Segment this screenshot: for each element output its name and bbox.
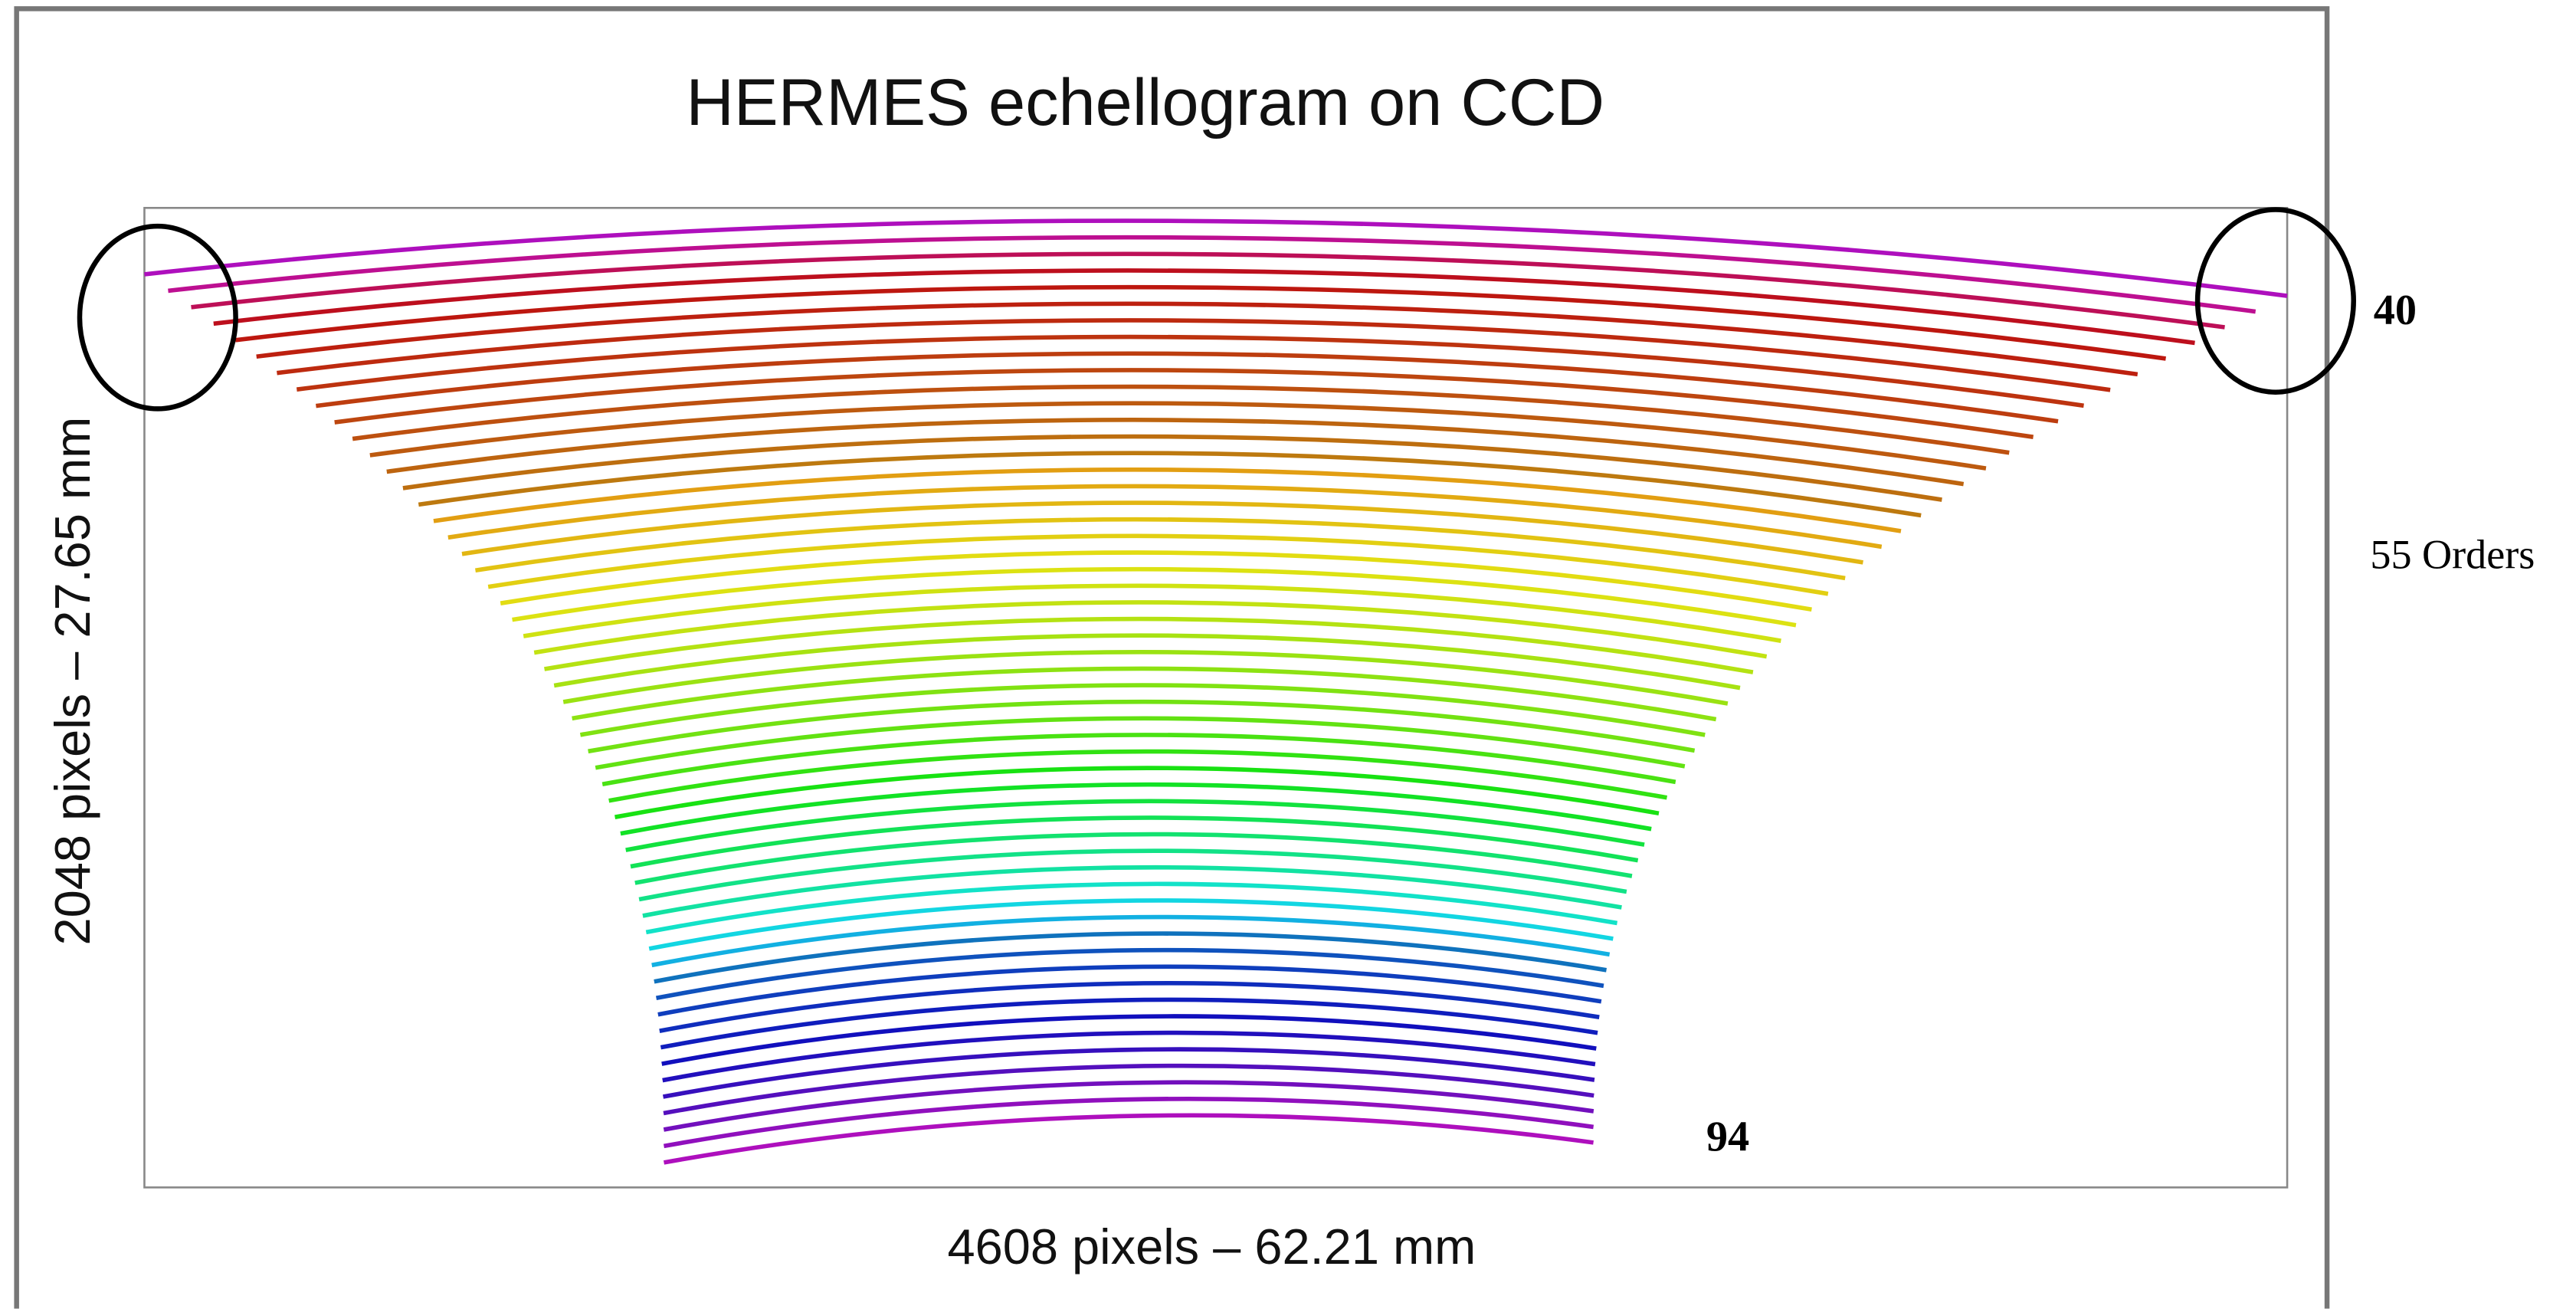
x-label: 4608 pixels – 62.21 mm [947,1219,1476,1275]
echelle-order [386,418,1965,487]
echelle-order [572,666,1717,722]
echelle-order [663,1096,1594,1149]
echelle-order [277,318,2111,392]
echelle-order [234,284,2166,361]
echelle-order [595,716,1686,770]
echelle-order [655,947,1604,1001]
outer-frame [14,6,2330,1309]
echelle-order [562,649,1729,706]
echelle-order [316,351,2059,424]
echelle-order [553,633,1741,691]
echelle-order [630,815,1639,869]
echelle-order [645,881,1618,935]
echelle-order [475,517,1846,581]
echelle-order [664,1113,1594,1165]
ccd-frame [143,206,2289,1189]
echelle-order [651,914,1611,968]
echelle-order [296,334,2084,408]
echelle-order [588,699,1696,754]
echelle-order [642,864,1622,918]
echelle-order [625,799,1645,852]
echelle-order [447,484,1883,550]
echelle-order [168,235,2256,314]
echelle-order [660,997,1598,1050]
title: HERMES echellogram on CCD [686,66,1604,139]
highlight-circle [2194,207,2356,395]
echelle-order [500,550,1812,612]
echelle-order [352,384,2010,455]
echelle-order [369,401,1987,471]
echelle-order [144,218,2288,298]
echelle-order [487,533,1829,596]
first-order-label: 40 [2374,287,2417,334]
order-count-label: 55 Orders [2370,531,2535,577]
echelle-order [256,301,2138,377]
echelle-order [334,368,2034,440]
echelle-order [659,981,1600,1033]
echelle-order [615,766,1660,819]
echelle-order [601,733,1676,787]
echelle-order [418,451,1922,518]
y-label: 2048 pixels – 27.65 mm [44,417,100,946]
echelle-order [523,583,1781,643]
echelle-order [608,749,1667,803]
echelle-order [191,251,2225,330]
echelle-order [662,1047,1595,1099]
echelle-order [663,1080,1594,1132]
echelle-order [544,616,1754,674]
echelle-order [213,268,2195,346]
echelle-orders [144,218,2288,1165]
echelle-order [648,898,1614,951]
echelle-order [634,832,1633,885]
echelle-order [512,566,1797,628]
echelle-order [638,848,1627,902]
echelle-order [657,964,1602,1017]
echelle-order [433,467,1902,533]
echelle-order [533,600,1768,659]
last-order-label: 94 [1706,1114,1749,1161]
echelle-order [579,683,1706,737]
echelle-order [654,931,1608,984]
echelle-order [661,1014,1597,1066]
echelle-order [620,782,1652,836]
echelle-order [662,1030,1596,1083]
highlight-circle [77,223,238,412]
echelle-order [663,1063,1594,1116]
echelle-order [402,434,1942,502]
echelle-order [461,500,1863,565]
